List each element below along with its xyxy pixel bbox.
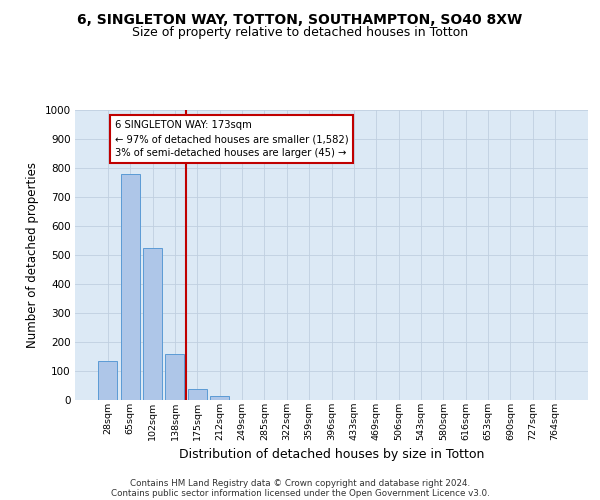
Bar — [166, 354, 184, 400]
Text: Contains HM Land Registry data © Crown copyright and database right 2024.: Contains HM Land Registry data © Crown c… — [130, 478, 470, 488]
X-axis label: Distribution of detached houses by size in Totton: Distribution of detached houses by size … — [179, 448, 484, 461]
Text: 6 SINGLETON WAY: 173sqm
← 97% of detached houses are smaller (1,582)
3% of semi-: 6 SINGLETON WAY: 173sqm ← 97% of detache… — [115, 120, 348, 158]
Text: Contains public sector information licensed under the Open Government Licence v3: Contains public sector information licen… — [110, 488, 490, 498]
Bar — [121, 174, 140, 400]
Bar — [188, 389, 207, 400]
Bar — [98, 362, 118, 400]
Y-axis label: Number of detached properties: Number of detached properties — [26, 162, 39, 348]
Bar — [210, 396, 229, 400]
Bar — [143, 248, 162, 400]
Text: Size of property relative to detached houses in Totton: Size of property relative to detached ho… — [132, 26, 468, 39]
Text: 6, SINGLETON WAY, TOTTON, SOUTHAMPTON, SO40 8XW: 6, SINGLETON WAY, TOTTON, SOUTHAMPTON, S… — [77, 12, 523, 26]
